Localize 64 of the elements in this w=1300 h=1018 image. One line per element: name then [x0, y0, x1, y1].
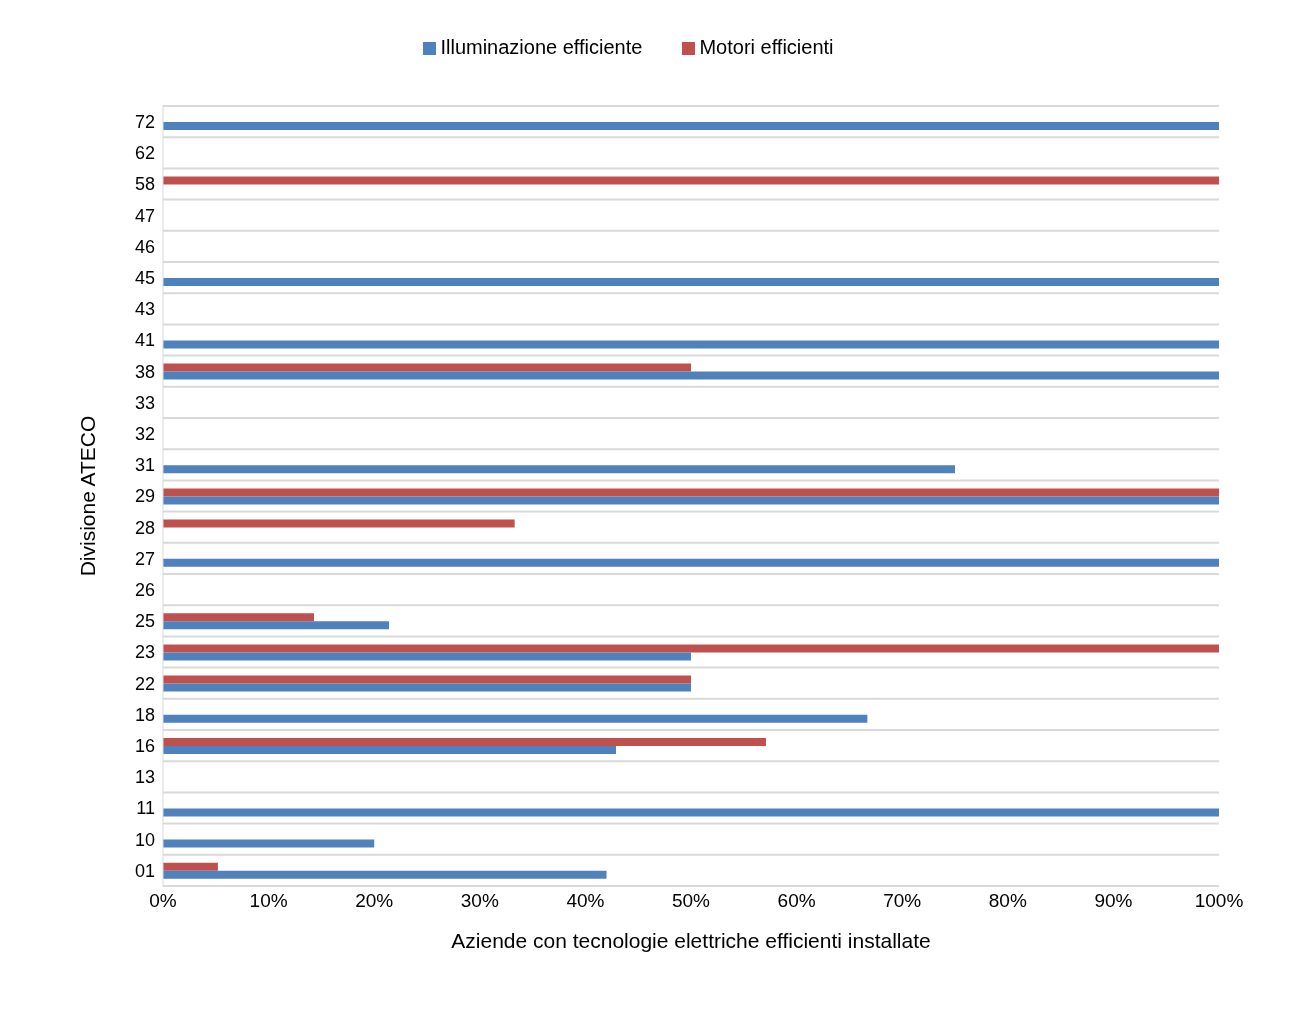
x-axis-title: Aziende con tecnologie elettriche efficienti installate: [451, 929, 931, 952]
bar: [163, 870, 607, 879]
bar: [163, 714, 868, 723]
y-tick-label: 38: [134, 361, 155, 382]
y-tick-label: 72: [134, 111, 155, 132]
y-tick-label: 62: [134, 143, 155, 164]
bar: [163, 738, 766, 746]
y-tick-label: 01: [134, 860, 155, 881]
x-tick-label: 0%: [149, 890, 177, 912]
y-tick-label: 28: [134, 517, 155, 538]
x-tick-label: 40%: [566, 890, 605, 912]
y-tick-label: 18: [134, 704, 155, 725]
y-tick-label: 43: [134, 299, 155, 320]
bar: [163, 652, 691, 661]
legend-label: Illuminazione efficiente: [440, 36, 643, 58]
bar: [163, 363, 691, 372]
bar: [163, 621, 389, 630]
bar: [163, 488, 1219, 497]
bar: [163, 465, 955, 474]
bar: [163, 613, 315, 622]
bar: [163, 278, 1219, 286]
bar: [163, 519, 515, 528]
x-tick-label: 20%: [355, 890, 394, 912]
y-tick-label: 10: [134, 829, 155, 850]
y-tick-label: 23: [134, 642, 155, 663]
y-tick-label: 16: [134, 735, 155, 756]
bar: [163, 176, 1219, 185]
x-tick-label: 80%: [988, 890, 1027, 912]
y-tick-label: 47: [134, 205, 155, 226]
bar: [163, 558, 1219, 567]
x-tick-label: 30%: [460, 890, 499, 912]
y-tick-label: 13: [134, 767, 155, 788]
bar: [163, 371, 1219, 380]
bar: [163, 808, 1219, 817]
bar: [163, 675, 691, 684]
bar: [163, 683, 691, 692]
y-axis-title: Divisione ATECO: [76, 415, 100, 577]
y-tick-label: 31: [134, 455, 155, 476]
y-tick-label: 58: [134, 174, 155, 195]
x-tick-label: 90%: [1094, 890, 1133, 912]
x-tick-label: 100%: [1194, 890, 1244, 912]
y-tick-label: 11: [136, 798, 155, 819]
y-tick-label: 26: [134, 579, 155, 600]
y-tick-label: 29: [134, 486, 155, 507]
bar: [163, 746, 617, 754]
y-tick-label: 27: [134, 548, 155, 569]
x-tick-label: 70%: [883, 890, 922, 912]
legend-label: Motori efficienti: [699, 36, 834, 58]
x-tick-label: 10%: [249, 890, 288, 912]
x-tick-label: 60%: [777, 890, 816, 912]
y-tick-label: 45: [134, 267, 155, 288]
bar: [163, 496, 1219, 505]
y-tick-label: 46: [134, 236, 155, 257]
bar: [163, 862, 218, 871]
bar: [163, 644, 1219, 653]
y-tick-label: 32: [134, 423, 155, 444]
y-tick-label: 22: [134, 673, 155, 694]
bar: [163, 839, 375, 848]
x-tick-label: 50%: [671, 890, 711, 912]
bar: [163, 340, 1219, 349]
y-tick-label: 25: [134, 611, 155, 632]
y-tick-label: 33: [134, 392, 155, 413]
y-tick-label: 41: [134, 330, 155, 351]
bar: [163, 122, 1219, 130]
